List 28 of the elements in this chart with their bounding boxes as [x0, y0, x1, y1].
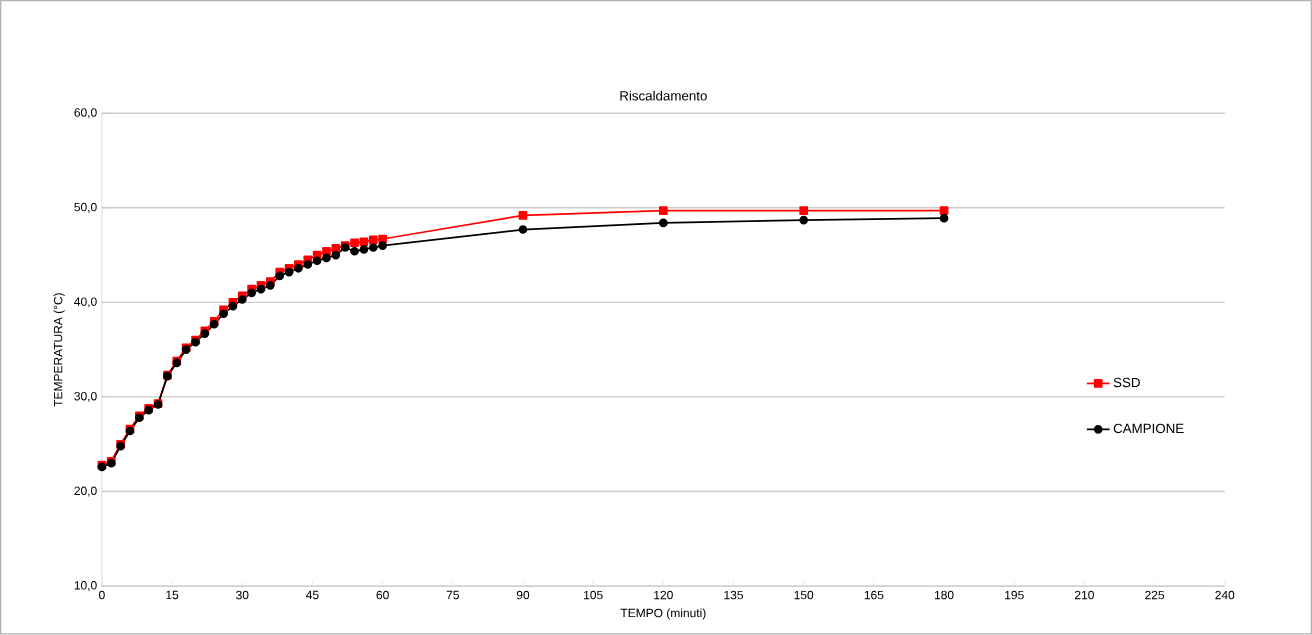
- y-tick-label: 40,0: [74, 297, 97, 308]
- x-tick-label: 150: [794, 590, 814, 600]
- x-tick-label: 75: [446, 590, 459, 600]
- x-tick-label: 15: [166, 590, 179, 600]
- x-axis-title: TEMPO (minuti): [620, 608, 706, 620]
- x-tick-label: 180: [934, 590, 954, 600]
- x-tick-label: 0: [99, 590, 105, 600]
- x-tick-label: 210: [1075, 590, 1094, 600]
- x-tick-label: 165: [864, 590, 884, 600]
- y-tick-label: 50,0: [74, 202, 97, 213]
- legend-label: CAMPIONE: [1113, 423, 1184, 434]
- x-tick-label: 135: [724, 590, 743, 600]
- x-tick-label: 90: [516, 590, 530, 600]
- y-tick-label: 10,0: [74, 581, 97, 592]
- chart-title: Riscaldamento: [620, 90, 707, 101]
- x-tick-label: 240: [1215, 590, 1235, 600]
- y-axis-title: TEMPERATURA (°C): [53, 293, 65, 407]
- y-tick-label: 30,0: [74, 392, 97, 403]
- x-tick-label: 105: [584, 590, 603, 600]
- x-tick-label: 45: [306, 590, 319, 600]
- x-tick-label: 195: [1005, 590, 1024, 600]
- x-tick-label: 30: [236, 590, 249, 600]
- x-tick-label: 120: [654, 590, 673, 600]
- y-tick-label: 20,0: [74, 486, 97, 497]
- y-tick-label: 60,0: [74, 108, 97, 119]
- legend-label: SSD: [1113, 377, 1140, 388]
- x-tick-label: 225: [1145, 590, 1165, 600]
- x-tick-label: 60: [376, 590, 389, 600]
